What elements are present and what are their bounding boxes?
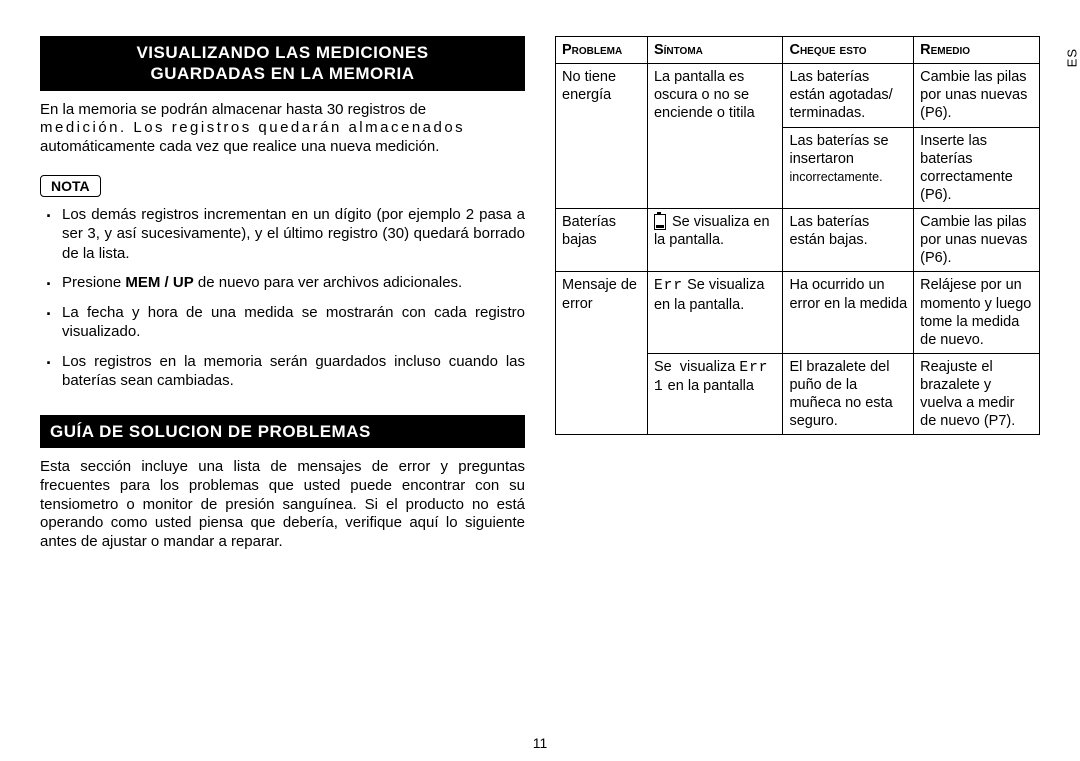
cell-remedy: Cambie las pilas por unas nuevas (P6). [914, 209, 1040, 272]
memory-description: En la memoria se podrán almacenar hasta … [40, 101, 525, 157]
two-column-layout: VISUALIZANDO LAS MEDICIONES GUARDADAS EN… [40, 36, 1040, 570]
cell-remedy: Cambie las pilas por unas nuevas (P6). [914, 64, 1040, 127]
cell-symptom: Se visualiza Err 1 en la pantalla [647, 353, 783, 435]
cell-problem: Mensaje de error [556, 272, 648, 435]
note-item: Presione MEM / UP de nuevo para ver arch… [40, 273, 525, 293]
table-header-row: Problema Síntoma Cheque esto Remedio [556, 37, 1040, 64]
col-header-symptom: Síntoma [647, 37, 783, 64]
cell-remedy: Relájese por un momento y luego tome la … [914, 272, 1040, 354]
battery-low-icon [654, 214, 666, 230]
cell-remedy: Inserte las baterías correctamente (P6). [914, 127, 1040, 209]
section-heading-memory: VISUALIZANDO LAS MEDICIONES GUARDADAS EN… [40, 36, 525, 91]
note-label: NOTA [40, 175, 101, 197]
cell-symptom: Se visualiza en la pantalla. [647, 209, 783, 272]
cell-check: Las baterías se insertaron incorrectamen… [783, 127, 914, 209]
cell-symptom: La pantalla es oscura o no se enciende o… [647, 64, 783, 209]
cell-check: Las baterías están bajas. [783, 209, 914, 272]
table-row: Baterías bajas Se visualiza en la pantal… [556, 209, 1040, 272]
cell-check: Ha ocurrido un error en la medida [783, 272, 914, 354]
heading-line-1: VISUALIZANDO LAS MEDICIONES [136, 43, 428, 62]
page-number: 11 [0, 735, 1080, 751]
note-item: Los demás registros incrementan en un dí… [40, 205, 525, 264]
notes-list: Los demás registros incrementan en un dí… [40, 205, 525, 391]
cell-problem: Baterías bajas [556, 209, 648, 272]
note-item: Los registros en la memoria serán guarda… [40, 352, 525, 391]
language-tag: ES [1064, 48, 1079, 67]
note-item: La fecha y hora de una medida se mostrar… [40, 303, 525, 342]
cell-check: Las baterías están agotadas/ terminadas. [783, 64, 914, 127]
troubleshoot-table: Problema Síntoma Cheque esto Remedio No … [555, 36, 1040, 435]
left-column: VISUALIZANDO LAS MEDICIONES GUARDADAS EN… [40, 36, 525, 570]
section-heading-troubleshoot: GUÍA DE SOLUCION DE PROBLEMAS [40, 415, 525, 448]
table-row: No tiene energía La pantalla es oscura o… [556, 64, 1040, 127]
cell-symptom: Err Se visualiza en la pantalla. [647, 272, 783, 354]
table-row: Mensaje de error Err Se visualiza en la … [556, 272, 1040, 354]
heading-line-2: GUARDADAS EN LA MEMORIA [151, 64, 415, 83]
col-header-remedy: Remedio [914, 37, 1040, 64]
cell-problem: No tiene energía [556, 64, 648, 209]
right-column: Problema Síntoma Cheque esto Remedio No … [555, 36, 1040, 570]
cell-check: El brazalete del puño de la muñeca no es… [783, 353, 914, 435]
col-header-check: Cheque esto [783, 37, 914, 64]
troubleshoot-description: Esta sección incluye una lista de mensaj… [40, 458, 525, 552]
manual-page: ES VISUALIZANDO LAS MEDICIONES GUARDADAS… [0, 0, 1080, 761]
cell-remedy: Reajuste el brazalete y vuelva a medir d… [914, 353, 1040, 435]
col-header-problem: Problema [556, 37, 648, 64]
